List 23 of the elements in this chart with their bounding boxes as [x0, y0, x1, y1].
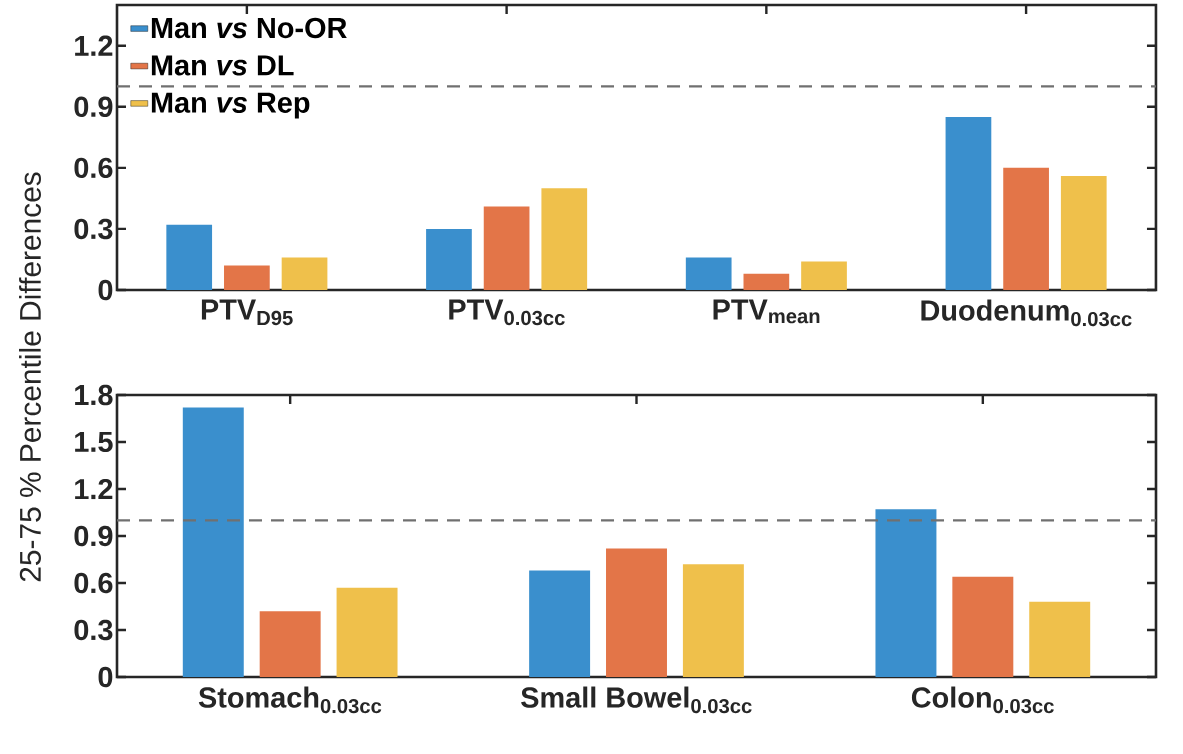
legend-label: Man vs DL — [151, 55, 294, 76]
y-tick-label: 0.3 — [74, 619, 113, 641]
y-tick-label: 0 — [98, 279, 113, 301]
x-tick-label: PTV$_{D95}$ — [201, 299, 293, 326]
legend-label: Man vs Rep — [151, 92, 310, 119]
x-tick-label: Colon$_{0.03cc}$ — [911, 686, 1054, 714]
y-tick-label: 1.2 — [75, 478, 113, 500]
y-tick-label: 0.6 — [74, 572, 113, 594]
y-tick-label: 0.3 — [74, 218, 113, 240]
y-tick-label: 0.9 — [74, 96, 113, 118]
y-axis-title: 25-75 % Percentile Differences — [19, 172, 41, 582]
y-tick-label: 1.5 — [75, 431, 113, 453]
y-tick-label: 0.6 — [74, 157, 113, 179]
x-tick-label: Small Bowel$_{0.03cc}$ — [521, 686, 752, 714]
x-tick-label: Duodenum$_{0.03cc}$ — [921, 299, 1132, 327]
y-tick-label: 1.2 — [75, 35, 113, 56]
x-tick-label: PTV$_{mean}$ — [713, 299, 820, 324]
x-tick-label: Stomach$_{0.03cc}$ — [198, 686, 382, 714]
y-tick-label: 1.8 — [75, 384, 113, 406]
y-tick-label: 0 — [98, 666, 113, 688]
x-tick-label: PTV$_{0.03cc}$ — [449, 299, 565, 326]
y-tick-label: 0.9 — [74, 525, 113, 547]
legend-label: Man vs No-OR — [151, 17, 347, 39]
